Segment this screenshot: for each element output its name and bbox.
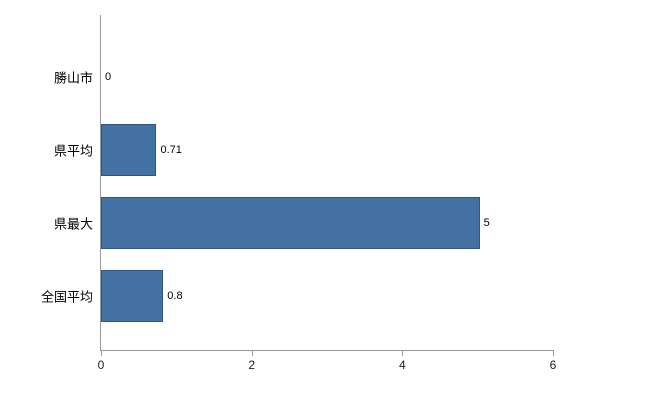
bar-row: 県最大 5 xyxy=(54,186,553,259)
x-tick-mark xyxy=(553,350,554,356)
bar xyxy=(101,269,164,322)
bar-row: 全国平均 0.8 xyxy=(41,259,553,332)
category-label: 県平均 xyxy=(53,143,93,158)
category-label: 全国平均 xyxy=(40,289,93,304)
x-tick-label: 4 xyxy=(398,358,406,372)
x-tick-mark xyxy=(402,350,404,356)
bar-row: 勝山市 0 xyxy=(54,40,553,113)
value-label: 0 xyxy=(105,70,112,83)
x-tick-label: 2 xyxy=(248,358,255,372)
bar-row: 県平均 0.71 xyxy=(54,113,553,186)
value-label: 0.71 xyxy=(160,143,182,156)
category-label: 勝山市 xyxy=(53,70,93,85)
x-tick-mark xyxy=(251,350,253,356)
value-label: 5 xyxy=(483,216,490,229)
x-tick-mark xyxy=(101,350,102,356)
bar xyxy=(101,123,157,176)
plot-area: 勝山市 0 県平均 0.71 県最大 5 全国平均 0.8 0 2 4 6 xyxy=(41,15,556,372)
bar-rows: 勝山市 0 県平均 0.71 県最大 5 全国平均 0.8 xyxy=(41,15,553,350)
category-label: 県最大 xyxy=(53,216,93,231)
x-tick-label: 6 xyxy=(549,358,557,372)
bar xyxy=(101,196,480,249)
value-label: 0.8 xyxy=(167,289,183,302)
x-tick-label: 0 xyxy=(97,358,105,372)
